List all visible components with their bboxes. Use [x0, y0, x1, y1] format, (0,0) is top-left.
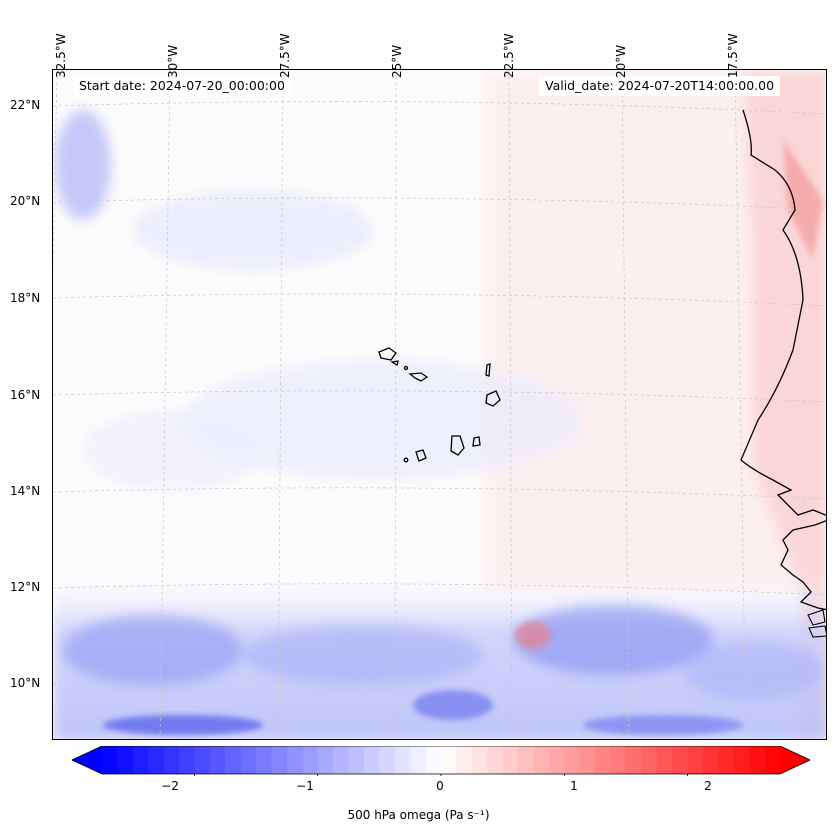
itcz-core [513, 605, 713, 675]
colorbar-cell [610, 746, 627, 774]
colorbar-extend-low [72, 746, 102, 774]
colorbar-cell [471, 746, 488, 774]
colorbar-cell [672, 746, 689, 774]
colorbar-cell [240, 746, 257, 774]
colorbar-extend-high [780, 746, 810, 774]
ascent-patch [133, 190, 373, 270]
valid-date-label: Valid_date: 2024-07-20T14:00:00.00 [539, 76, 781, 96]
colorbar-cell [595, 746, 612, 774]
coastline-islands [807, 609, 826, 638]
colorbar-cell [163, 746, 180, 774]
lat-label: 16°N [10, 388, 41, 402]
colorbar-cell [733, 746, 750, 774]
lat-label: 20°N [10, 194, 41, 208]
coastal-subsidence-peak [783, 140, 823, 260]
colorbar-cell [286, 746, 303, 774]
colorbar-cell [518, 746, 535, 774]
lon-label: 20°W [614, 44, 628, 78]
colorbar-cell [225, 746, 242, 774]
ascent-patch [83, 410, 263, 490]
lat-label: 14°N [10, 484, 41, 498]
colorbar-cell [348, 746, 365, 774]
colorbar-cell [410, 746, 427, 774]
colorbar-cell [533, 746, 550, 774]
colorbar-cell [441, 746, 458, 774]
colorbar-tick-label: −2 [161, 779, 179, 793]
lon-label: 30°W [166, 44, 180, 78]
colorbar-tick-label: 2 [704, 779, 712, 793]
colorbar-cell [425, 746, 442, 774]
colorbar-cell [394, 746, 411, 774]
lon-label: 17.5°W [726, 33, 740, 78]
colorbar-cell [271, 746, 288, 774]
ascent-patch-west [55, 110, 111, 220]
itcz-core [243, 625, 483, 685]
colorbar-tick-label: −1 [296, 779, 314, 793]
colorbar-cell [132, 746, 149, 774]
colorbar-cell [317, 746, 334, 774]
colorbar-cell [764, 746, 781, 774]
colorbar [72, 746, 810, 776]
colorbar-cell [749, 746, 766, 774]
colorbar-cell [641, 746, 658, 774]
colorbar-cell [456, 746, 473, 774]
colorbar-cell [718, 746, 735, 774]
lon-label: 27.5°W [278, 33, 292, 78]
local-subsidence [515, 621, 551, 649]
cape-verde-islands [378, 347, 501, 463]
colorbar-tick-label: 0 [436, 779, 444, 793]
map-panel [52, 69, 827, 740]
colorbar-cell [564, 746, 581, 774]
colorbar-cell [548, 746, 565, 774]
colorbar-cell [194, 746, 211, 774]
itcz-strong [583, 715, 743, 735]
lat-label: 18°N [10, 291, 41, 305]
itcz-core [683, 640, 823, 700]
colorbar-outline [72, 746, 810, 775]
lon-label: 25°W [390, 44, 404, 78]
colorbar-cell [209, 746, 226, 774]
itcz-core [63, 615, 243, 685]
colorbar-cell [117, 746, 134, 774]
colorbar-cell [656, 746, 673, 774]
lat-label: 12°N [10, 580, 41, 594]
colorbar-cell [363, 746, 380, 774]
start-date-label: Start date: 2024-07-20_00:00:00 [73, 76, 291, 96]
colorbar-cell [333, 746, 350, 774]
colorbar-cell [579, 746, 596, 774]
colorbar-ticks [194, 774, 688, 776]
lon-label: 32.5°W [54, 33, 68, 78]
itcz-strong [103, 715, 263, 735]
itcz-strong [413, 690, 493, 720]
colorbar-cell [148, 746, 165, 774]
colorbar-cell [256, 746, 273, 774]
colorbar-cell [502, 746, 519, 774]
colorbar-cell [487, 746, 504, 774]
colorbar-cell [702, 746, 719, 774]
colorbar-label: 500 hPa omega (Pa s⁻¹) [347, 808, 490, 822]
colorbar-tick-label: 1 [570, 779, 578, 793]
omega-field-map [53, 70, 826, 739]
graticule [53, 70, 826, 739]
lat-label: 22°N [10, 98, 41, 112]
coastline [740, 109, 826, 516]
colorbar-cell [687, 746, 704, 774]
colorbar-cell [102, 746, 119, 774]
colorbar-cells [102, 746, 781, 774]
lat-label: 10°N [10, 676, 41, 690]
lon-label: 22.5°W [502, 33, 516, 78]
colorbar-cell [625, 746, 642, 774]
colorbar-cell [379, 746, 396, 774]
ascent-patch [183, 360, 583, 480]
colorbar-cell [179, 746, 196, 774]
colorbar-cell [302, 746, 319, 774]
coastline [780, 520, 826, 611]
